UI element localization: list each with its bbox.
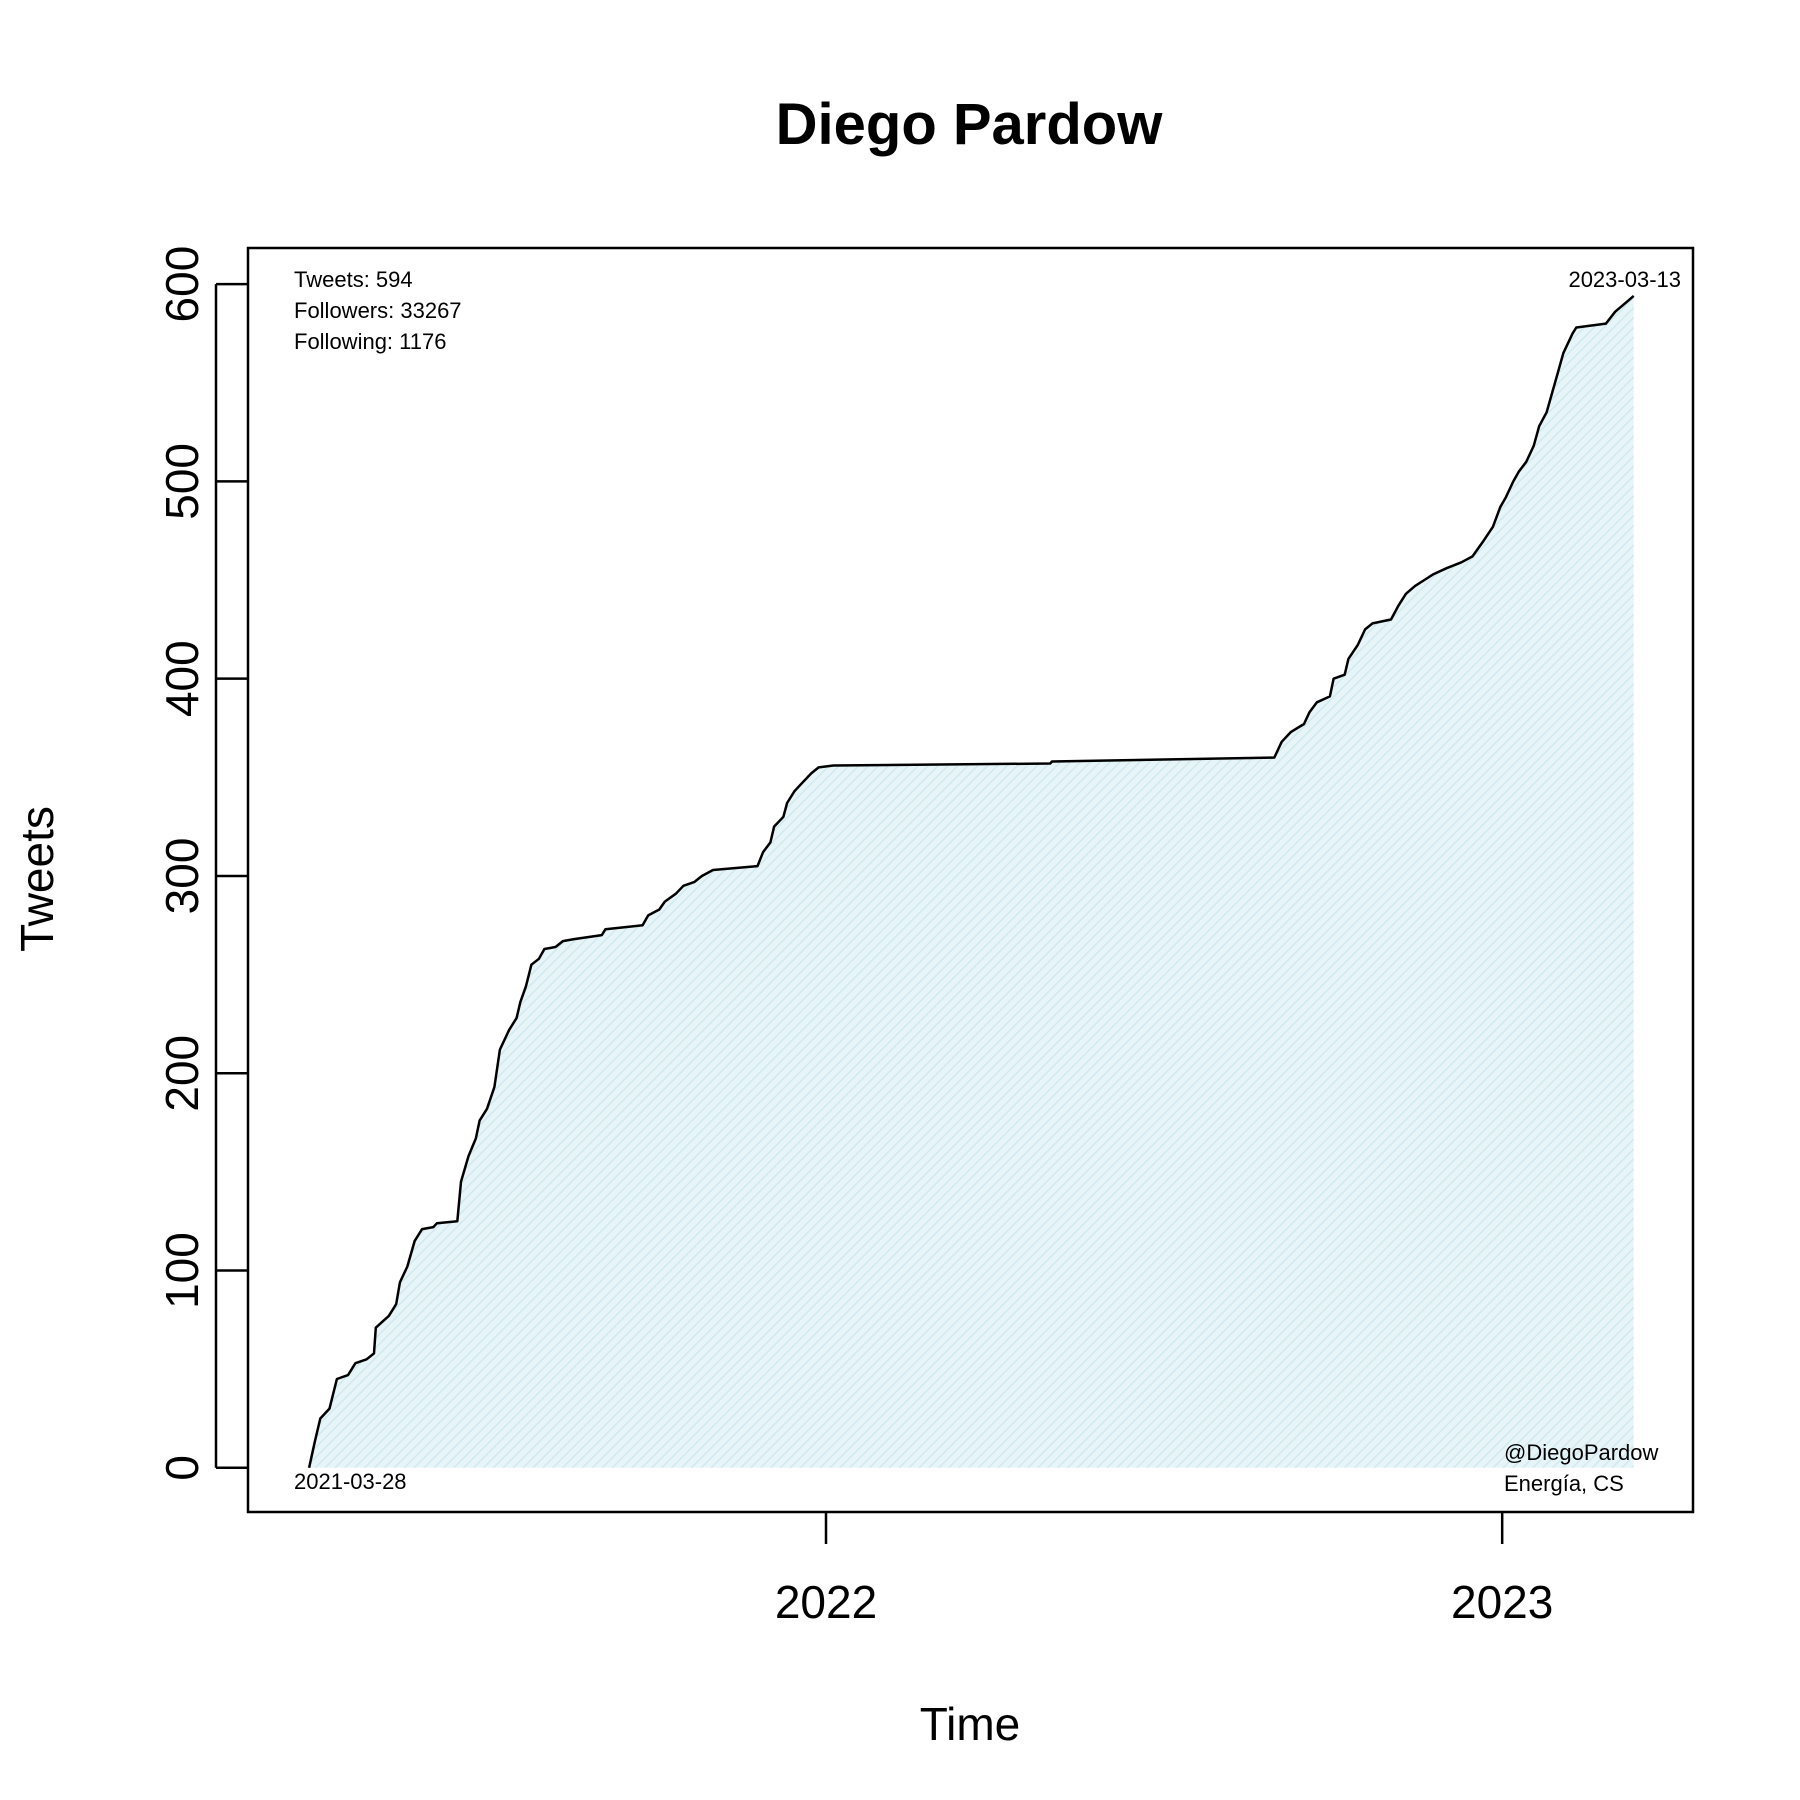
y-tick-label: 100 xyxy=(156,1232,208,1309)
tweets-area-fill xyxy=(309,295,1634,1468)
x-tick-label: 2022 xyxy=(775,1576,877,1628)
account-annotation: @DiegoPardow Energía, CS xyxy=(1504,1440,1659,1496)
chart-title: Diego Pardow xyxy=(776,92,1164,157)
plot-frame xyxy=(246,246,1695,1514)
tweets-count-label: Tweets: 594 xyxy=(294,267,413,292)
y-tick-label: 600 xyxy=(156,246,208,323)
end-date-label: 2023-03-13 xyxy=(1568,267,1681,292)
y-axis: 0 100 200 300 400 500 600 xyxy=(156,246,248,1481)
y-tick-label: 400 xyxy=(156,640,208,717)
tweets-series-line xyxy=(307,294,1635,1469)
start-date-label: 2021-03-28 xyxy=(294,1469,407,1494)
followers-count-label: Followers: 33267 xyxy=(294,298,462,323)
x-tick-label: 2023 xyxy=(1451,1576,1553,1628)
x-axis: 2022 2023 xyxy=(775,1512,1553,1628)
y-axis-label: Tweets xyxy=(11,806,63,952)
y-tick-label: 0 xyxy=(156,1455,208,1481)
y-tick-label: 200 xyxy=(156,1035,208,1112)
stats-annotation: Tweets: 594 Followers: 33267 Following: … xyxy=(294,267,462,354)
account-handle-label: @DiegoPardow xyxy=(1504,1440,1659,1465)
plot-area xyxy=(307,294,1635,1469)
x-axis-label: Time xyxy=(920,1698,1021,1750)
following-count-label: Following: 1176 xyxy=(294,329,446,354)
y-tick-label: 300 xyxy=(156,838,208,915)
y-tick-label: 500 xyxy=(156,443,208,520)
account-party-label: Energía, CS xyxy=(1504,1471,1624,1496)
